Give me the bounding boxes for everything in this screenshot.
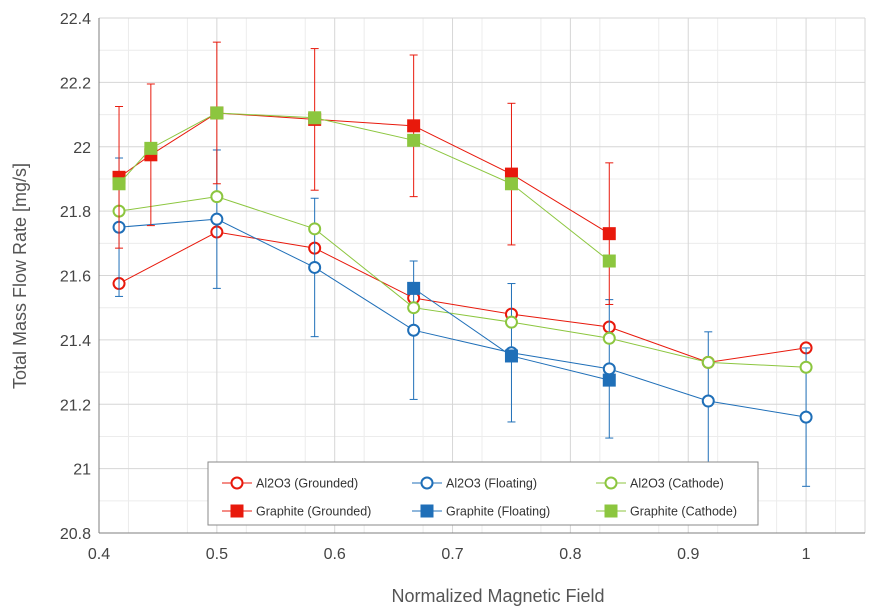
tick-labels: 0.4 0.5 0.6 0.7 0.8 0.9 1 20.8 21 21.2 21.4 21.6 21.… — [60, 11, 811, 563]
y-tick-label: 21.2 — [60, 397, 91, 414]
legend-marker — [420, 476, 434, 490]
legend-item: Graphite (Cathode) — [596, 504, 737, 519]
x-axis-label: Normalized Magnetic Field — [391, 586, 604, 606]
series-line — [118, 218, 807, 418]
data-point — [407, 301, 421, 315]
series-layer — [112, 41, 813, 487]
legend-label: Graphite (Grounded) — [256, 505, 371, 519]
x-tick-label: 0.9 — [677, 546, 699, 563]
legend-box — [207, 461, 759, 526]
legend-label: Graphite (Cathode) — [630, 505, 737, 519]
data-point — [210, 212, 224, 226]
legend-item: Al2O3 (Floating) — [412, 476, 537, 491]
y-tick-label: 21.6 — [60, 269, 91, 286]
data-point — [504, 177, 518, 191]
x-tick-label: 0.7 — [441, 546, 463, 563]
data-point — [210, 190, 224, 204]
data-point — [112, 177, 126, 191]
y-tick-label: 22.2 — [60, 75, 91, 92]
legend-label: Al2O3 (Floating) — [446, 477, 537, 491]
data-point — [602, 362, 616, 376]
legend-item: Graphite (Grounded) — [222, 504, 371, 519]
series-line — [118, 196, 807, 368]
data-point — [407, 323, 421, 337]
series-4 — [407, 281, 616, 387]
data-point — [407, 119, 421, 133]
data-point — [701, 355, 715, 369]
legend-item: Al2O3 (Cathode) — [596, 476, 724, 491]
legend-marker — [230, 476, 244, 490]
y-axis-label: Total Mass Flow Rate [mg/s] — [10, 163, 30, 389]
data-point — [799, 360, 813, 374]
legend-label: Graphite (Floating) — [446, 505, 550, 519]
series-5 — [112, 106, 616, 268]
legend-marker — [230, 504, 244, 518]
data-point — [407, 281, 421, 295]
data-point — [504, 349, 518, 363]
data-point — [308, 260, 322, 274]
data-point — [210, 106, 224, 120]
y-tick-label: 22.4 — [60, 11, 91, 28]
legend-item: Graphite (Floating) — [412, 504, 550, 519]
y-tick-label: 21.4 — [60, 333, 91, 350]
data-point — [602, 331, 616, 345]
data-point — [602, 227, 616, 241]
data-point — [407, 133, 421, 147]
legend-label: Al2O3 (Grounded) — [256, 477, 358, 491]
axes — [98, 18, 865, 534]
x-tick-label: 0.6 — [324, 546, 346, 563]
legend: Al2O3 (Grounded) Al2O3 (Floating) Al2O3 (C… — [207, 461, 759, 526]
data-point — [504, 315, 518, 329]
x-tick-label: 0.8 — [559, 546, 581, 563]
data-point — [602, 373, 616, 387]
series-line — [118, 231, 807, 363]
data-point — [701, 394, 715, 408]
x-tick-label: 0.5 — [206, 546, 228, 563]
legend-item: Al2O3 (Grounded) — [222, 476, 358, 491]
legend-label: Al2O3 (Cathode) — [630, 477, 724, 491]
x-tick-label: 0.4 — [88, 546, 110, 563]
y-tick-label: 22 — [73, 140, 91, 157]
data-point — [144, 141, 158, 155]
y-tick-label: 20.8 — [60, 526, 91, 543]
legend-marker — [420, 504, 434, 518]
data-point — [308, 111, 322, 125]
legend-marker — [604, 504, 618, 518]
data-point — [308, 222, 322, 236]
y-tick-label: 21.8 — [60, 204, 91, 221]
y-tick-label: 21 — [73, 462, 91, 479]
legend-marker — [604, 476, 618, 490]
data-point — [799, 410, 813, 424]
data-point — [602, 254, 616, 268]
x-tick-label: 1 — [802, 546, 811, 563]
